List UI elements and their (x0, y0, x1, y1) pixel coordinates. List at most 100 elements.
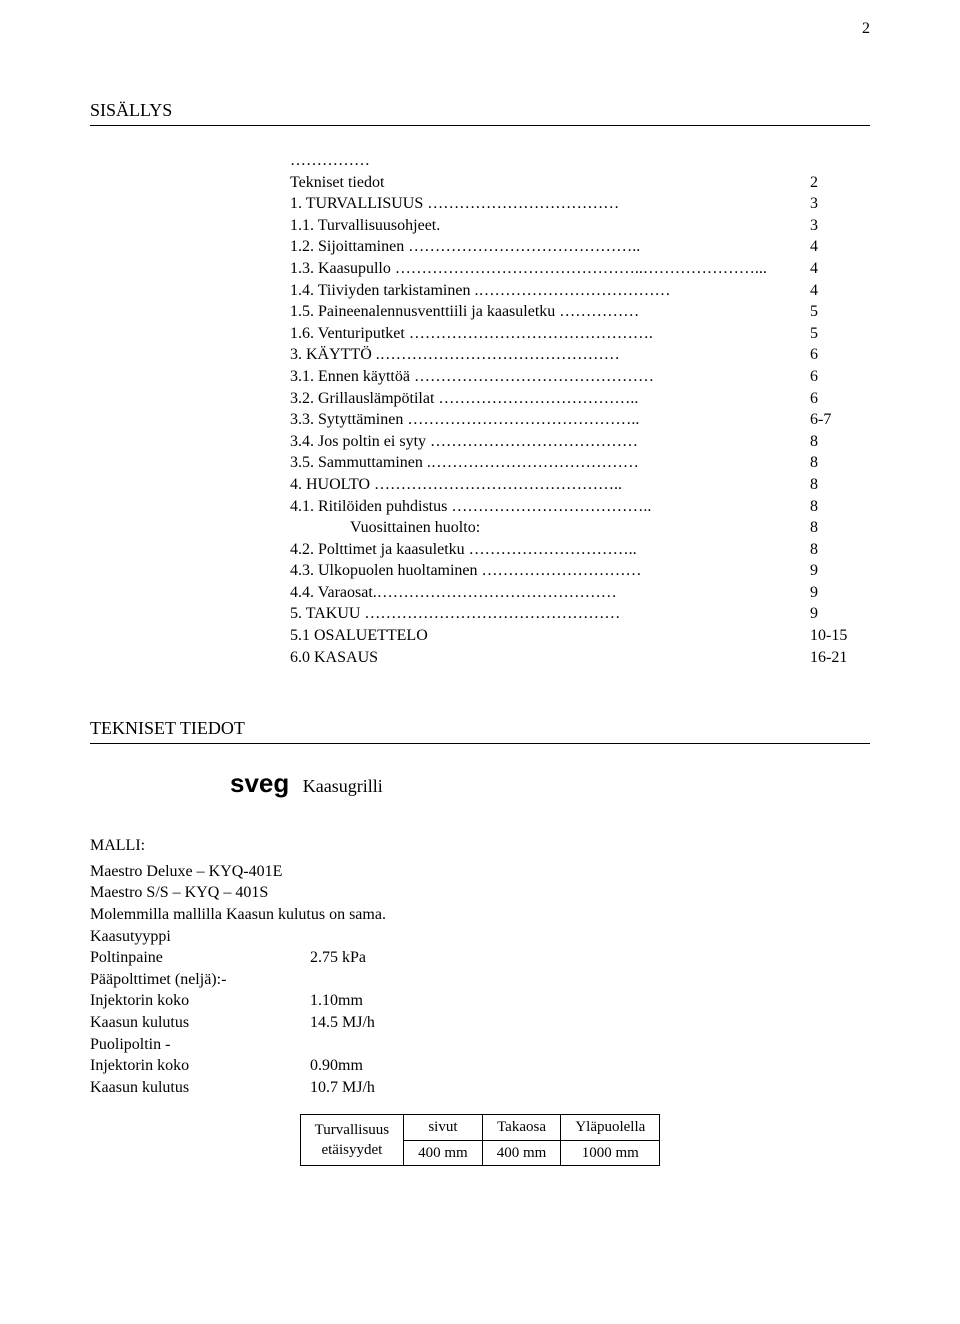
document-page: 2 SISÄLLYS ……………Tekniset tiedot21. TURVA… (0, 0, 960, 1324)
toc-row: 6.0 KASAUS 16-21 (230, 647, 870, 669)
toc-page-number: 8 (810, 452, 870, 474)
toc-row: 5. TAKUU …………………………………………9 (230, 603, 870, 625)
safety-left-cell: Turvallisuus etäisyydet (300, 1115, 403, 1166)
spec-key: Poltinpaine (90, 947, 310, 969)
toc-page-number: 8 (810, 496, 870, 518)
toc-entry-text: 3.5. Sammuttaminen . (230, 452, 431, 474)
toc-leader (480, 517, 810, 539)
toc-entry-text: 3. KÄYTTÖ . (230, 344, 380, 366)
toc-row: 1.5. Paineenalennusventtiili ja kaasulet… (230, 301, 870, 323)
heading-rule-2 (90, 743, 870, 744)
specs-key-value: Poltinpaine2.75 kPaPääpolttimet (neljä):… (90, 947, 870, 1098)
toc-page-number: 9 (810, 560, 870, 582)
spec-line: Maestro S/S – KYQ – 401S (90, 882, 870, 904)
safety-hdr-1: sivut (404, 1115, 483, 1140)
toc-page-number: 9 (810, 603, 870, 625)
toc-entry-text: Vuosittainen huolto: (230, 517, 480, 539)
toc-leader: ………………………… (482, 560, 810, 582)
toc-row: 3.2. Grillauslämpötilat ………………………………..6 (230, 388, 870, 410)
toc-leader: ……………………………….. (438, 388, 810, 410)
specs-plain-lines: Maestro Deluxe – KYQ-401EMaestro S/S – K… (90, 861, 870, 947)
toc-row: 4.1. Ritilöiden puhdistus ………………………………..… (230, 496, 870, 518)
toc-leader: ……………………………………… (380, 344, 810, 366)
spec-row: Puolipoltin - (90, 1034, 870, 1056)
malli-label: MALLI: (90, 835, 870, 857)
toc-page-number: 9 (810, 582, 870, 604)
toc-page-number: 8 (810, 474, 870, 496)
toc-row: 3.3. Sytyttäminen ……………………………………..6-7 (230, 409, 870, 431)
brand-logo-text: sveg (230, 768, 289, 798)
safety-val-3: 1000 mm (561, 1140, 660, 1165)
toc-page-number: 4 (810, 236, 870, 258)
toc-entry-text: 3.1. Ennen käyttöä (230, 366, 414, 388)
toc-leader (370, 150, 810, 172)
toc-row: 1.1. Turvallisuusohjeet. 3 (230, 215, 870, 237)
toc-entry-text: 5. TAKUU (230, 603, 364, 625)
toc-entry-text: 1.2. Sijoittaminen (230, 236, 408, 258)
spec-value: 0.90mm (310, 1055, 870, 1077)
spec-value (310, 1034, 870, 1056)
toc-leader (384, 172, 810, 194)
heading-tekniset: TEKNISET TIEDOT (90, 718, 870, 739)
toc-row: 1. TURVALLISUUS ………………………………3 (230, 193, 870, 215)
toc-page-number: 3 (810, 193, 870, 215)
toc-leader: ………………………….. (469, 539, 810, 561)
spec-row: Kaasun kulutus10.7 MJ/h (90, 1077, 870, 1099)
toc-entry-text: 1.5. Paineenalennusventtiili ja kaasulet… (230, 301, 559, 323)
toc-leader: ……………………………… (427, 193, 810, 215)
toc-entry-text: 3.4. Jos poltin ei syty (230, 431, 430, 453)
toc-row: 1.4. Tiiviyden tarkistaminen .…………………………… (230, 280, 870, 302)
toc-entry-text: 5.1 OSALUETTELO (230, 625, 428, 647)
spec-key: Kaasun kulutus (90, 1012, 310, 1034)
toc-page-number: 4 (810, 258, 870, 280)
toc-page-number: 4 (810, 280, 870, 302)
toc-row: …………… (230, 150, 870, 172)
safety-left-top: Turvallisuus (315, 1122, 389, 1138)
safety-hdr-3: Yläpuolella (561, 1115, 660, 1140)
toc-leader (444, 215, 810, 237)
spec-key: Injektorin koko (90, 1055, 310, 1077)
toc-entry-text: 1.4. Tiiviyden tarkistaminen . (230, 280, 478, 302)
toc-row: 4.3. Ulkopuolen huoltaminen …………………………9 (230, 560, 870, 582)
toc-page-number: 2 (810, 172, 870, 194)
spec-value (310, 969, 870, 991)
spec-line: Maestro Deluxe – KYQ-401E (90, 861, 870, 883)
spec-key: Pääpolttimet (neljä):- (90, 969, 310, 991)
toc-entry-text: 4.4. Varaosat. (230, 582, 377, 604)
toc-row: 4.4. Varaosat.………………………………………9 (230, 582, 870, 604)
toc-row: 3.1. Ennen käyttöä ………………………………………6 (230, 366, 870, 388)
toc-leader: …………… (559, 301, 810, 323)
toc-page-number: 6 (810, 344, 870, 366)
toc-row: 3.4. Jos poltin ei syty …………………………………8 (230, 431, 870, 453)
toc-leader: ………………………………… (430, 431, 810, 453)
toc-leader: ………………………………………. (409, 323, 810, 345)
toc-entry-text: 4.1. Ritilöiden puhdistus (230, 496, 451, 518)
toc-entry-text: 1. TURVALLISUUS (230, 193, 427, 215)
toc-leader: ……………………………………… (414, 366, 810, 388)
toc-leader: …………………………………….. (408, 236, 810, 258)
toc-page-number: 16-21 (810, 647, 870, 669)
toc-page-number (810, 150, 870, 172)
spec-row: Injektorin koko0.90mm (90, 1055, 870, 1077)
spec-row: Kaasun kulutus14.5 MJ/h (90, 1012, 870, 1034)
spec-line: Molemmilla mallilla Kaasun kulutus on sa… (90, 904, 870, 926)
table-row: Turvallisuus etäisyydet sivut Takaosa Yl… (300, 1115, 660, 1140)
toc-page-number: 3 (810, 215, 870, 237)
safety-left-bottom: etäisyydet (321, 1142, 382, 1158)
toc-row: 3.5. Sammuttaminen .…………………………………8 (230, 452, 870, 474)
toc-leader: ……………………………… (478, 280, 810, 302)
page-number: 2 (862, 20, 870, 38)
toc-entry-text: 4.3. Ulkopuolen huoltaminen (230, 560, 482, 582)
toc-entry-text: 4.2. Polttimet ja kaasuletku (230, 539, 469, 561)
toc-leader: ………………………………………..…………………... (395, 258, 810, 280)
spec-value: 2.75 kPa (310, 947, 870, 969)
toc-row: Tekniset tiedot2 (230, 172, 870, 194)
toc-leader: ……………………………………….. (374, 474, 810, 496)
toc-row: Vuosittainen huolto:8 (230, 517, 870, 539)
toc-leader: ……………………………………… (377, 582, 810, 604)
toc-leader: ………………………………… (431, 452, 810, 474)
safety-distance-table: Turvallisuus etäisyydet sivut Takaosa Yl… (300, 1114, 661, 1166)
toc-entry-text: 6.0 KASAUS (230, 647, 378, 669)
brand-suffix (294, 776, 303, 796)
toc-entry-text: 3.3. Sytyttäminen (230, 409, 407, 431)
